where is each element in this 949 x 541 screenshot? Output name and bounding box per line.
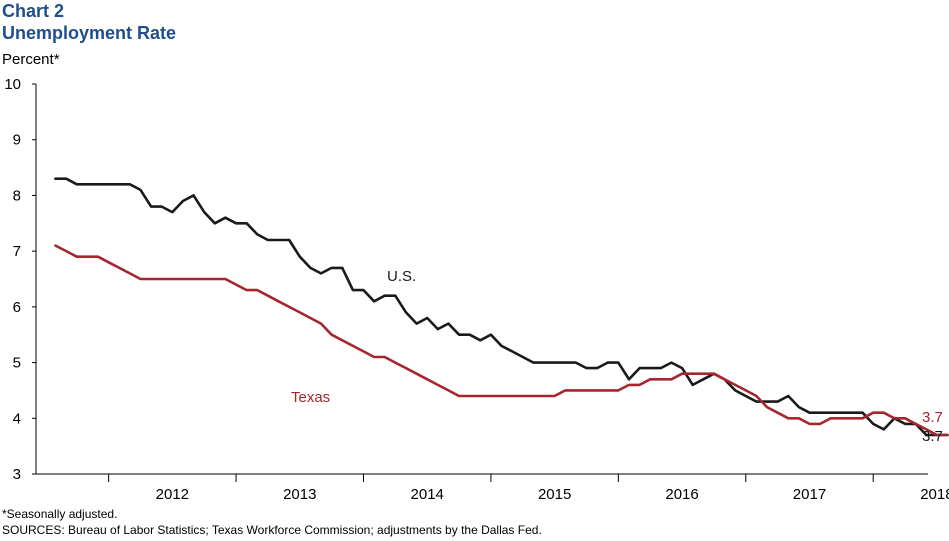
x-tick-label: 2018 — [920, 486, 949, 500]
chart-title: Unemployment Rate — [2, 23, 177, 43]
sources-note: SOURCES: Bureau of Labor Statistics; Tex… — [2, 523, 542, 537]
series-label-us: U.S. — [387, 268, 416, 285]
series-line-u-s — [54, 177, 949, 437]
series-layer — [54, 177, 949, 437]
x-tick-label: 2013 — [283, 486, 316, 500]
axes: 3 4 5 6 7 8 9 10 2012 2013 2014 2015 2016 2017 2018 — [4, 76, 949, 500]
unemployment-line-chart: 3 4 5 6 7 8 9 10 2012 2013 2014 2015 2016 2017 2018 U.… — [4, 76, 949, 500]
x-tick-label: 2017 — [793, 486, 826, 500]
footnote: *Seasonally adjusted. — [2, 507, 118, 521]
x-tick-label: 2015 — [538, 486, 571, 500]
y-axis-label: Percent* — [2, 51, 60, 68]
series-label-texas: Texas — [291, 389, 330, 406]
x-tick-label: 2012 — [156, 486, 189, 500]
y-tick-label: 3 — [13, 466, 21, 483]
end-label-texas: 3.7 — [922, 409, 943, 426]
y-tick-label: 7 — [13, 243, 21, 260]
y-tick-label: 10 — [4, 76, 21, 93]
series-line-texas — [54, 244, 949, 437]
y-tick-label: 5 — [13, 355, 21, 372]
y-tick-label: 9 — [13, 132, 21, 149]
labels-layer: U.S. Texas 3.7 3.7 — [291, 268, 943, 445]
chart-number: Chart 2 — [2, 1, 65, 21]
x-tick-label: 2016 — [665, 486, 698, 500]
y-tick-label: 6 — [13, 299, 21, 316]
x-tick-label: 2014 — [411, 486, 444, 500]
y-tick-label: 8 — [13, 187, 21, 204]
y-tick-label: 4 — [13, 410, 21, 427]
end-label-us: 3.7 — [922, 428, 943, 445]
